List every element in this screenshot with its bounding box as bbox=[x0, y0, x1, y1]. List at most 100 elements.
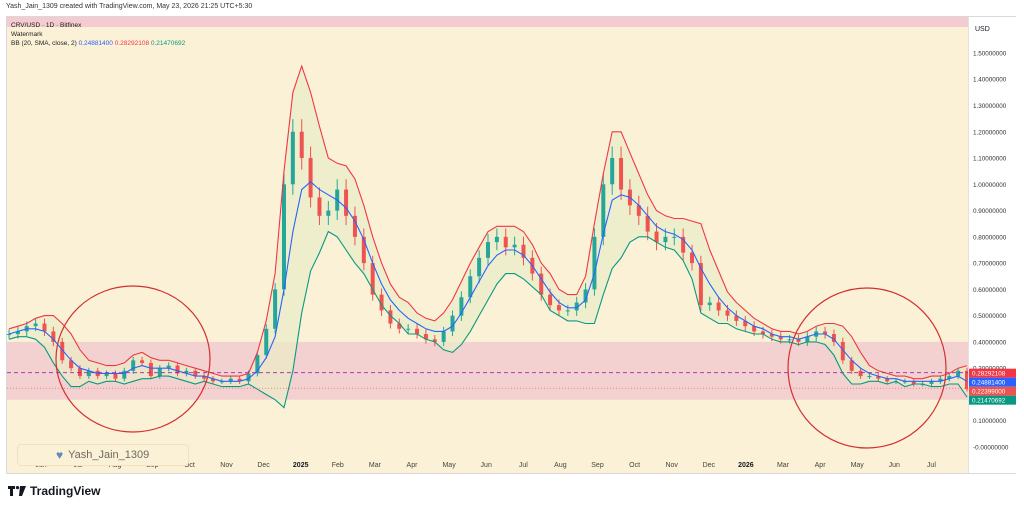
candle-body bbox=[707, 302, 712, 306]
tradingview-logo[interactable]: TradingView bbox=[8, 484, 100, 498]
candle-body bbox=[716, 302, 721, 311]
candle-body bbox=[938, 378, 943, 382]
candle-body bbox=[965, 370, 968, 390]
watermark-text: Yash_Jain_1309 bbox=[68, 449, 150, 461]
chart-svg: Jun Jul Aug Sep Oct Nov Dec 2025 Feb Mar Apr May Jun… bbox=[7, 17, 968, 469]
candle-body bbox=[281, 184, 286, 290]
candle-body bbox=[486, 242, 490, 258]
candle-body bbox=[60, 341, 65, 361]
candle-body bbox=[760, 331, 765, 335]
legend-symbol[interactable]: CRV/USD · 1D · Bitfinex bbox=[11, 22, 82, 29]
candle-body bbox=[885, 378, 890, 382]
x-tick-label: Mar bbox=[369, 462, 382, 469]
price-label-text: 0.21470692 bbox=[972, 397, 1006, 404]
candle-body bbox=[423, 334, 428, 340]
x-tick-label: Sep bbox=[591, 462, 604, 469]
y-tick-label: 0.80000000 bbox=[973, 234, 1007, 241]
price-label-text: 0.24881400 bbox=[972, 379, 1006, 386]
y-tick-label: 0.90000000 bbox=[973, 208, 1007, 215]
candle-body bbox=[175, 365, 180, 374]
attribution-text: Yash_Jain_1309 created with TradingView.… bbox=[6, 3, 253, 10]
chart-legend: CRV/USD · 1D · Bitfinex Watermark BB (20… bbox=[11, 21, 185, 48]
candle-body bbox=[583, 289, 588, 303]
candle-body bbox=[574, 302, 579, 311]
legend-watermark[interactable]: Watermark bbox=[11, 31, 43, 38]
candle-body bbox=[769, 334, 774, 337]
candle-body bbox=[743, 320, 748, 327]
candle-body bbox=[326, 210, 331, 216]
x-tick-label: Oct bbox=[184, 462, 195, 469]
candle-body bbox=[840, 341, 845, 361]
candle-body bbox=[450, 315, 455, 332]
candle-body bbox=[237, 378, 242, 382]
chart-plot-area[interactable]: Jun Jul Aug Sep Oct Nov Dec 2025 Feb Mar Apr May Jun… bbox=[7, 17, 968, 473]
candle-body bbox=[415, 328, 420, 335]
x-tick-label: Oct bbox=[629, 462, 640, 469]
x-tick-label: Dec bbox=[257, 462, 270, 469]
candle-body bbox=[556, 305, 561, 311]
candle-body bbox=[148, 362, 153, 377]
candle-body bbox=[778, 336, 783, 340]
candle-body bbox=[361, 236, 366, 264]
candle-body bbox=[929, 381, 934, 384]
candle-body bbox=[42, 323, 47, 332]
candle-body bbox=[805, 336, 810, 342]
candle-body bbox=[947, 376, 952, 379]
candle-body bbox=[654, 231, 659, 243]
candle-body bbox=[308, 158, 313, 198]
candle-body bbox=[33, 323, 38, 327]
candle-body bbox=[681, 236, 686, 253]
candle-body bbox=[592, 236, 597, 290]
x-tick-label: Apr bbox=[815, 462, 827, 469]
candle-body bbox=[610, 158, 615, 185]
legend-bb[interactable]: BB (20, SMA, close, 2) 0.24881400 0.2829… bbox=[11, 39, 185, 48]
candle-body bbox=[264, 328, 269, 356]
candle-body bbox=[352, 215, 357, 237]
candle-body bbox=[645, 215, 650, 232]
bb-lower-line bbox=[8, 230, 968, 409]
y-tick-label: -0.00000000 bbox=[973, 445, 1009, 452]
candle-body bbox=[77, 368, 82, 377]
x-tick-label: Nov bbox=[220, 462, 233, 469]
legend-bb-label: BB (20, SMA, close, 2) bbox=[11, 40, 77, 47]
candle-body bbox=[734, 315, 739, 321]
bb-basis-line bbox=[8, 180, 968, 382]
y-tick-label: 1.20000000 bbox=[973, 129, 1007, 136]
candle-body bbox=[388, 310, 393, 324]
tradingview-logo-icon bbox=[8, 486, 26, 496]
x-tick-label: Jul bbox=[927, 462, 936, 469]
candle-body bbox=[104, 373, 109, 377]
highlight-circle-right bbox=[787, 287, 947, 449]
price-axis[interactable]: USD 1.50000000 1.40000000 1.30000000 1.20000… bbox=[968, 17, 1016, 473]
candle-body bbox=[539, 273, 544, 295]
x-tick-label: Jun bbox=[481, 462, 492, 469]
candle-body bbox=[477, 257, 482, 277]
candle-body bbox=[7, 334, 11, 336]
y-tick-label: 0.70000000 bbox=[973, 261, 1007, 268]
candle-body bbox=[193, 370, 198, 377]
x-tick-label: Jun bbox=[889, 462, 900, 469]
candle-body bbox=[379, 294, 384, 311]
candle-body bbox=[51, 331, 56, 342]
y-tick-label: 1.10000000 bbox=[973, 156, 1007, 163]
candle-body bbox=[752, 326, 757, 332]
candle-body bbox=[166, 365, 171, 369]
candle-body bbox=[503, 236, 508, 248]
candle-body bbox=[459, 297, 464, 316]
x-tick-label: Feb bbox=[332, 462, 344, 469]
candle-body bbox=[273, 289, 278, 329]
candle-body bbox=[663, 236, 668, 243]
y-tick-label: 1.50000000 bbox=[973, 50, 1007, 57]
candle-body bbox=[725, 310, 730, 316]
author-watermark: ♥ Yash_Jain_1309 bbox=[17, 444, 189, 466]
y-tick-label: 1.00000000 bbox=[973, 182, 1007, 189]
candle-body bbox=[849, 360, 854, 371]
x-tick-label: Aug bbox=[554, 462, 567, 469]
candle-body bbox=[911, 381, 916, 384]
x-tick-label: May bbox=[442, 462, 456, 469]
x-tick-label: Nov bbox=[665, 462, 678, 469]
price-label-box bbox=[969, 377, 1016, 387]
candle-body bbox=[698, 263, 703, 306]
candle-body bbox=[468, 276, 473, 298]
candle-body bbox=[15, 331, 20, 335]
